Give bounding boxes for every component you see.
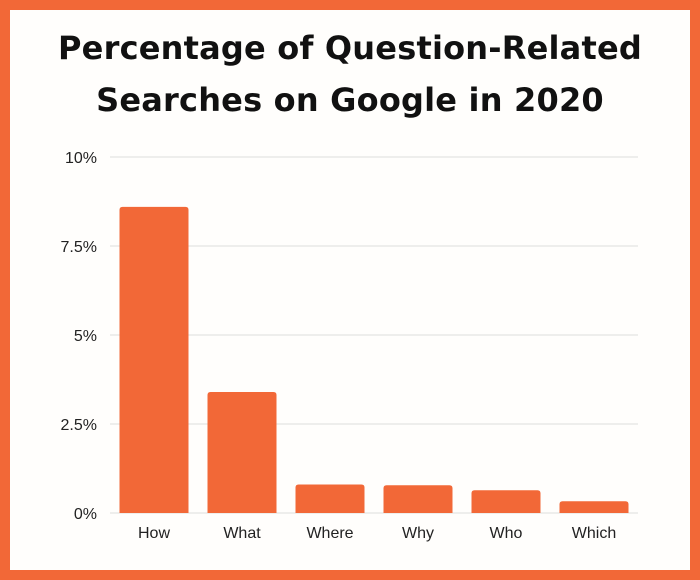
- chart-title-line-1: Percentage of Question-Related: [58, 29, 642, 67]
- y-tick-label: 7.5%: [61, 239, 97, 256]
- bar-who: [471, 490, 541, 513]
- x-tick-label-who: Who: [490, 525, 523, 542]
- bar-why: [383, 485, 453, 513]
- chart-title: Percentage of Question-Related Searches …: [0, 22, 700, 126]
- x-tick-label-how: How: [138, 525, 170, 542]
- bar-which: [559, 501, 629, 513]
- x-axis-labels: How What Where Why Who Which: [138, 525, 616, 542]
- y-tick-label: 10%: [65, 150, 97, 167]
- bar-what: [207, 391, 277, 513]
- x-tick-label-why: Why: [402, 525, 434, 542]
- y-axis-ticks: 0% 2.5% 5% 7.5% 10%: [61, 150, 97, 523]
- chart-title-line-2: Searches on Google in 2020: [96, 81, 604, 119]
- bar-where: [295, 484, 365, 513]
- x-tick-label-where: Where: [306, 525, 353, 542]
- y-tick-label: 5%: [74, 328, 97, 345]
- y-tick-label: 0%: [74, 506, 97, 523]
- y-tick-label: 2.5%: [61, 417, 97, 434]
- x-tick-label-what: What: [223, 525, 261, 542]
- bar-how: [119, 206, 189, 513]
- grid-lines: [110, 156, 638, 514]
- bars: [119, 206, 629, 513]
- x-tick-label-which: Which: [572, 525, 616, 542]
